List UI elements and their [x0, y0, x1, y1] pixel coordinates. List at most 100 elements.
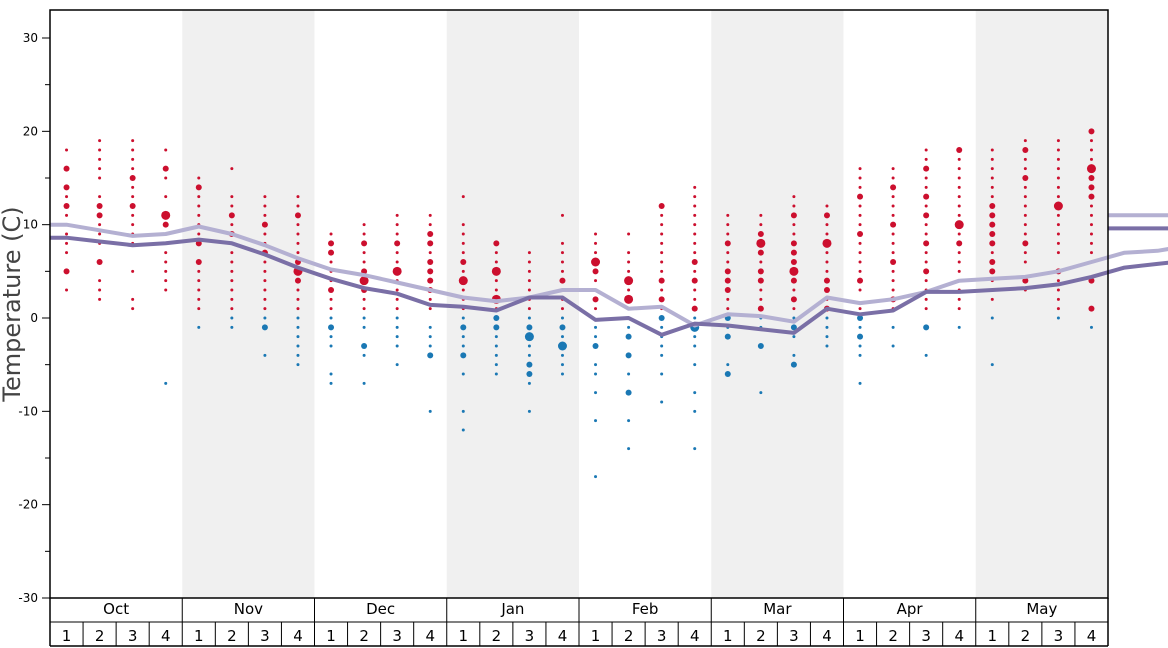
warm-dot — [658, 296, 665, 303]
warm-dot — [164, 269, 168, 273]
cold-dot — [627, 325, 631, 329]
warm-dot — [660, 260, 664, 264]
warm-dot — [1023, 139, 1027, 143]
cold-dot — [428, 325, 432, 329]
warm-dot — [660, 251, 664, 255]
warm-dot — [131, 148, 135, 152]
warm-dot — [1088, 305, 1095, 312]
warm-dot — [164, 195, 168, 199]
cold-dot — [428, 335, 432, 339]
cold-dot — [296, 335, 300, 339]
week-label: 1 — [723, 627, 733, 645]
warm-dot — [1056, 232, 1060, 236]
week-label: 3 — [260, 627, 270, 645]
warm-dot — [263, 260, 267, 264]
cold-dot — [625, 389, 632, 396]
warm-dot — [693, 204, 697, 208]
warm-dot — [1023, 213, 1027, 217]
week-label: 3 — [1054, 627, 1064, 645]
warm-dot — [1088, 175, 1095, 181]
warm-dot — [461, 195, 465, 199]
warm-dot — [858, 269, 862, 273]
warm-dot — [362, 260, 366, 264]
warm-dot — [594, 251, 598, 255]
warm-dot — [823, 287, 830, 293]
warm-dot — [362, 232, 366, 236]
warm-dot — [891, 176, 895, 180]
cold-dot — [296, 325, 300, 329]
warm-dot — [790, 277, 797, 284]
week-label: 2 — [492, 627, 502, 645]
warm-dot — [98, 157, 102, 161]
warm-dot — [891, 241, 895, 245]
y-tick-label: -30 — [18, 591, 38, 605]
warm-dot — [891, 251, 895, 255]
warm-dot — [858, 213, 862, 217]
warm-dot — [296, 223, 300, 227]
warm-dot — [461, 232, 465, 236]
x-axis: Oct 1 2 3 4 Nov 1 2 3 4 Dec 1 2 3 4 Jan 1 2 3 4 Feb 1 2 3 4 Mar 1 2… — [49, 598, 1109, 647]
warm-dot — [825, 232, 829, 236]
cold-dot — [660, 372, 664, 376]
cold-dot — [627, 447, 631, 451]
warm-dot — [65, 232, 69, 236]
cold-dot — [693, 344, 697, 348]
week-label: 3 — [128, 627, 138, 645]
cold-dot — [627, 372, 631, 376]
warm-dot — [990, 297, 994, 301]
warm-dot — [858, 167, 862, 171]
warm-dot — [658, 203, 665, 209]
warm-dot — [63, 165, 70, 172]
warm-dot — [296, 288, 300, 292]
cold-dot — [461, 335, 465, 339]
warm-dot — [594, 279, 598, 283]
y-axis-title: Temperature (C) — [0, 206, 26, 402]
warm-dot — [1089, 223, 1093, 227]
warm-dot — [131, 269, 135, 273]
warm-dot — [395, 213, 399, 217]
warm-dot — [395, 260, 399, 264]
warm-dot — [857, 193, 864, 200]
warm-dot — [263, 213, 267, 217]
warm-dot — [527, 279, 531, 283]
warm-dot — [197, 307, 201, 311]
warm-dot — [63, 203, 70, 209]
warm-dot — [328, 249, 335, 256]
cold-dot — [493, 324, 500, 331]
week-label: 3 — [921, 627, 931, 645]
cold-dot — [759, 391, 763, 395]
warm-dot — [560, 213, 564, 217]
warm-dot — [957, 260, 961, 264]
warm-dot — [858, 241, 862, 245]
warm-dot — [691, 259, 698, 265]
week-label: 3 — [657, 627, 667, 645]
month-label-may: May — [1026, 600, 1057, 618]
cold-dot — [660, 353, 664, 357]
cold-dot — [559, 324, 566, 331]
month-band-nov — [182, 10, 315, 598]
warm-dot — [261, 221, 268, 228]
y-tick-label: -10 — [18, 404, 38, 418]
cold-dot — [693, 409, 697, 413]
warm-dot — [560, 269, 564, 273]
warm-dot — [1056, 176, 1060, 180]
cold-dot — [858, 353, 862, 357]
warm-dot — [1089, 241, 1093, 245]
cold-dot — [527, 353, 531, 357]
warm-dot — [658, 277, 665, 284]
cold-dot — [230, 325, 234, 329]
warm-dot — [1089, 213, 1093, 217]
warm-dot — [362, 297, 366, 301]
warm-dot — [891, 288, 895, 292]
month-bands — [182, 10, 1108, 598]
warm-dot — [197, 204, 201, 208]
warm-dot — [394, 240, 401, 247]
warm-dot — [392, 266, 402, 276]
week-label: 2 — [95, 627, 105, 645]
warm-dot — [591, 257, 601, 267]
warm-dot — [823, 277, 830, 284]
warm-dot — [162, 165, 169, 172]
warm-dot — [1022, 175, 1029, 181]
week-label: 2 — [1021, 627, 1031, 645]
warm-dot — [263, 204, 267, 208]
